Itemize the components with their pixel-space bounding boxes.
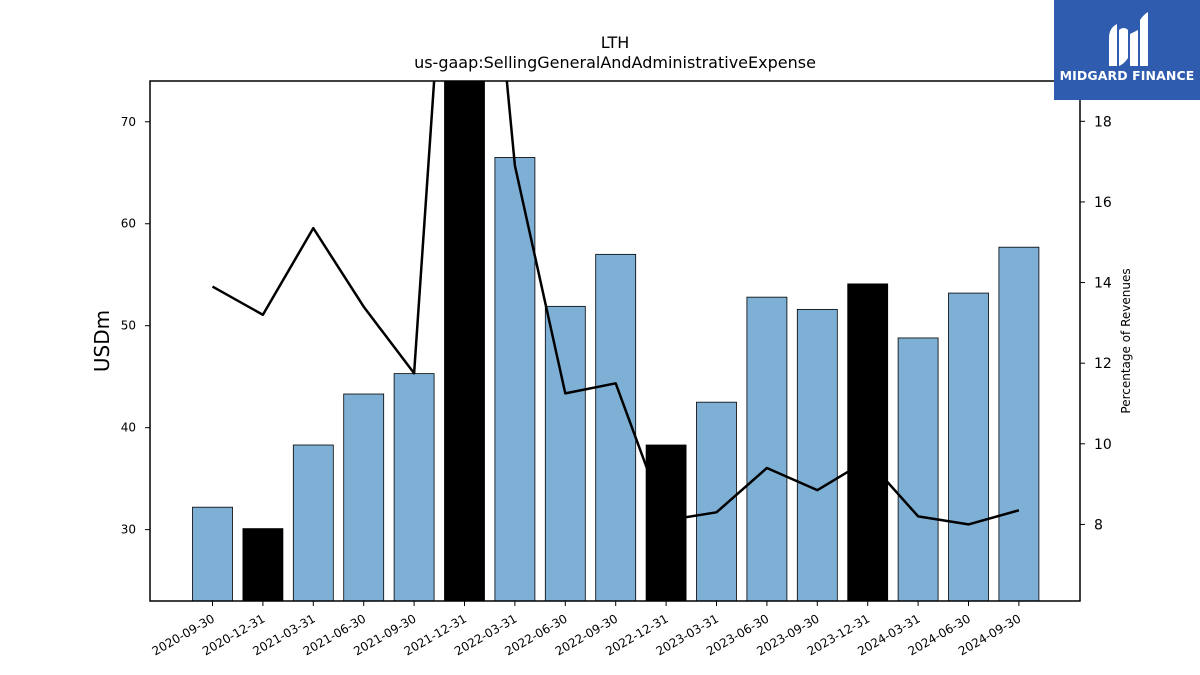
bar-2022-09-30 [595,253,637,601]
line-series [211,81,1020,526]
bar-2023-12-31 [847,283,889,601]
y2-tick-label: 18 [1094,114,1112,130]
y2-axis-label: Percentage of Revenues [1119,268,1133,413]
y-tick-label: 30 [121,523,136,537]
percentage-line [211,81,1020,526]
y2-tick-label: 14 [1094,276,1112,292]
bar-2021-03-31 [292,444,334,601]
y-tick-label: 50 [121,319,136,333]
y-axis-label: USDm [90,310,114,372]
bar-2023-06-30 [746,296,788,601]
bar-2022-06-30 [544,305,586,601]
bar-2024-09-30 [998,246,1040,601]
y2-tick-label: 10 [1094,437,1112,453]
bar-2022-12-31 [645,444,687,601]
bar-2021-06-30 [343,393,385,601]
bar-2023-09-30 [796,308,838,601]
chart-title: LTH [601,33,630,52]
y2-tick-label: 12 [1094,356,1112,372]
plot-frame [149,80,1081,602]
y2-tick-label: 8 [1094,517,1103,533]
bar-2024-06-30 [948,292,989,601]
bar-2020-12-31 [242,528,284,601]
y2-tick-label: 16 [1094,195,1112,211]
x-axis: 2020-09-302020-12-312021-03-312021-06-30… [150,601,1023,658]
bar-2021-12-31 [444,81,485,601]
bar-2024-03-31 [897,337,939,601]
y-tick-label: 70 [121,115,136,129]
bar-2020-09-30 [192,506,233,601]
bar-2021-09-30 [393,373,435,601]
y-tick-label: 60 [121,217,136,231]
bar-series [192,81,1040,601]
brand-logo: MIDGARD FINANCE [1054,0,1200,100]
y-tick-label: 40 [121,421,136,435]
midgard-logo-icon [1109,12,1148,66]
y-axis-right: 8 10 12 14 16 18 [1080,114,1112,533]
chart-subtitle: us-gaap:SellingGeneralAndAdministrativeE… [414,53,816,72]
brand-name: MIDGARD FINANCE [1059,68,1195,83]
y-axis-left: 30 40 50 60 70 [121,115,150,537]
